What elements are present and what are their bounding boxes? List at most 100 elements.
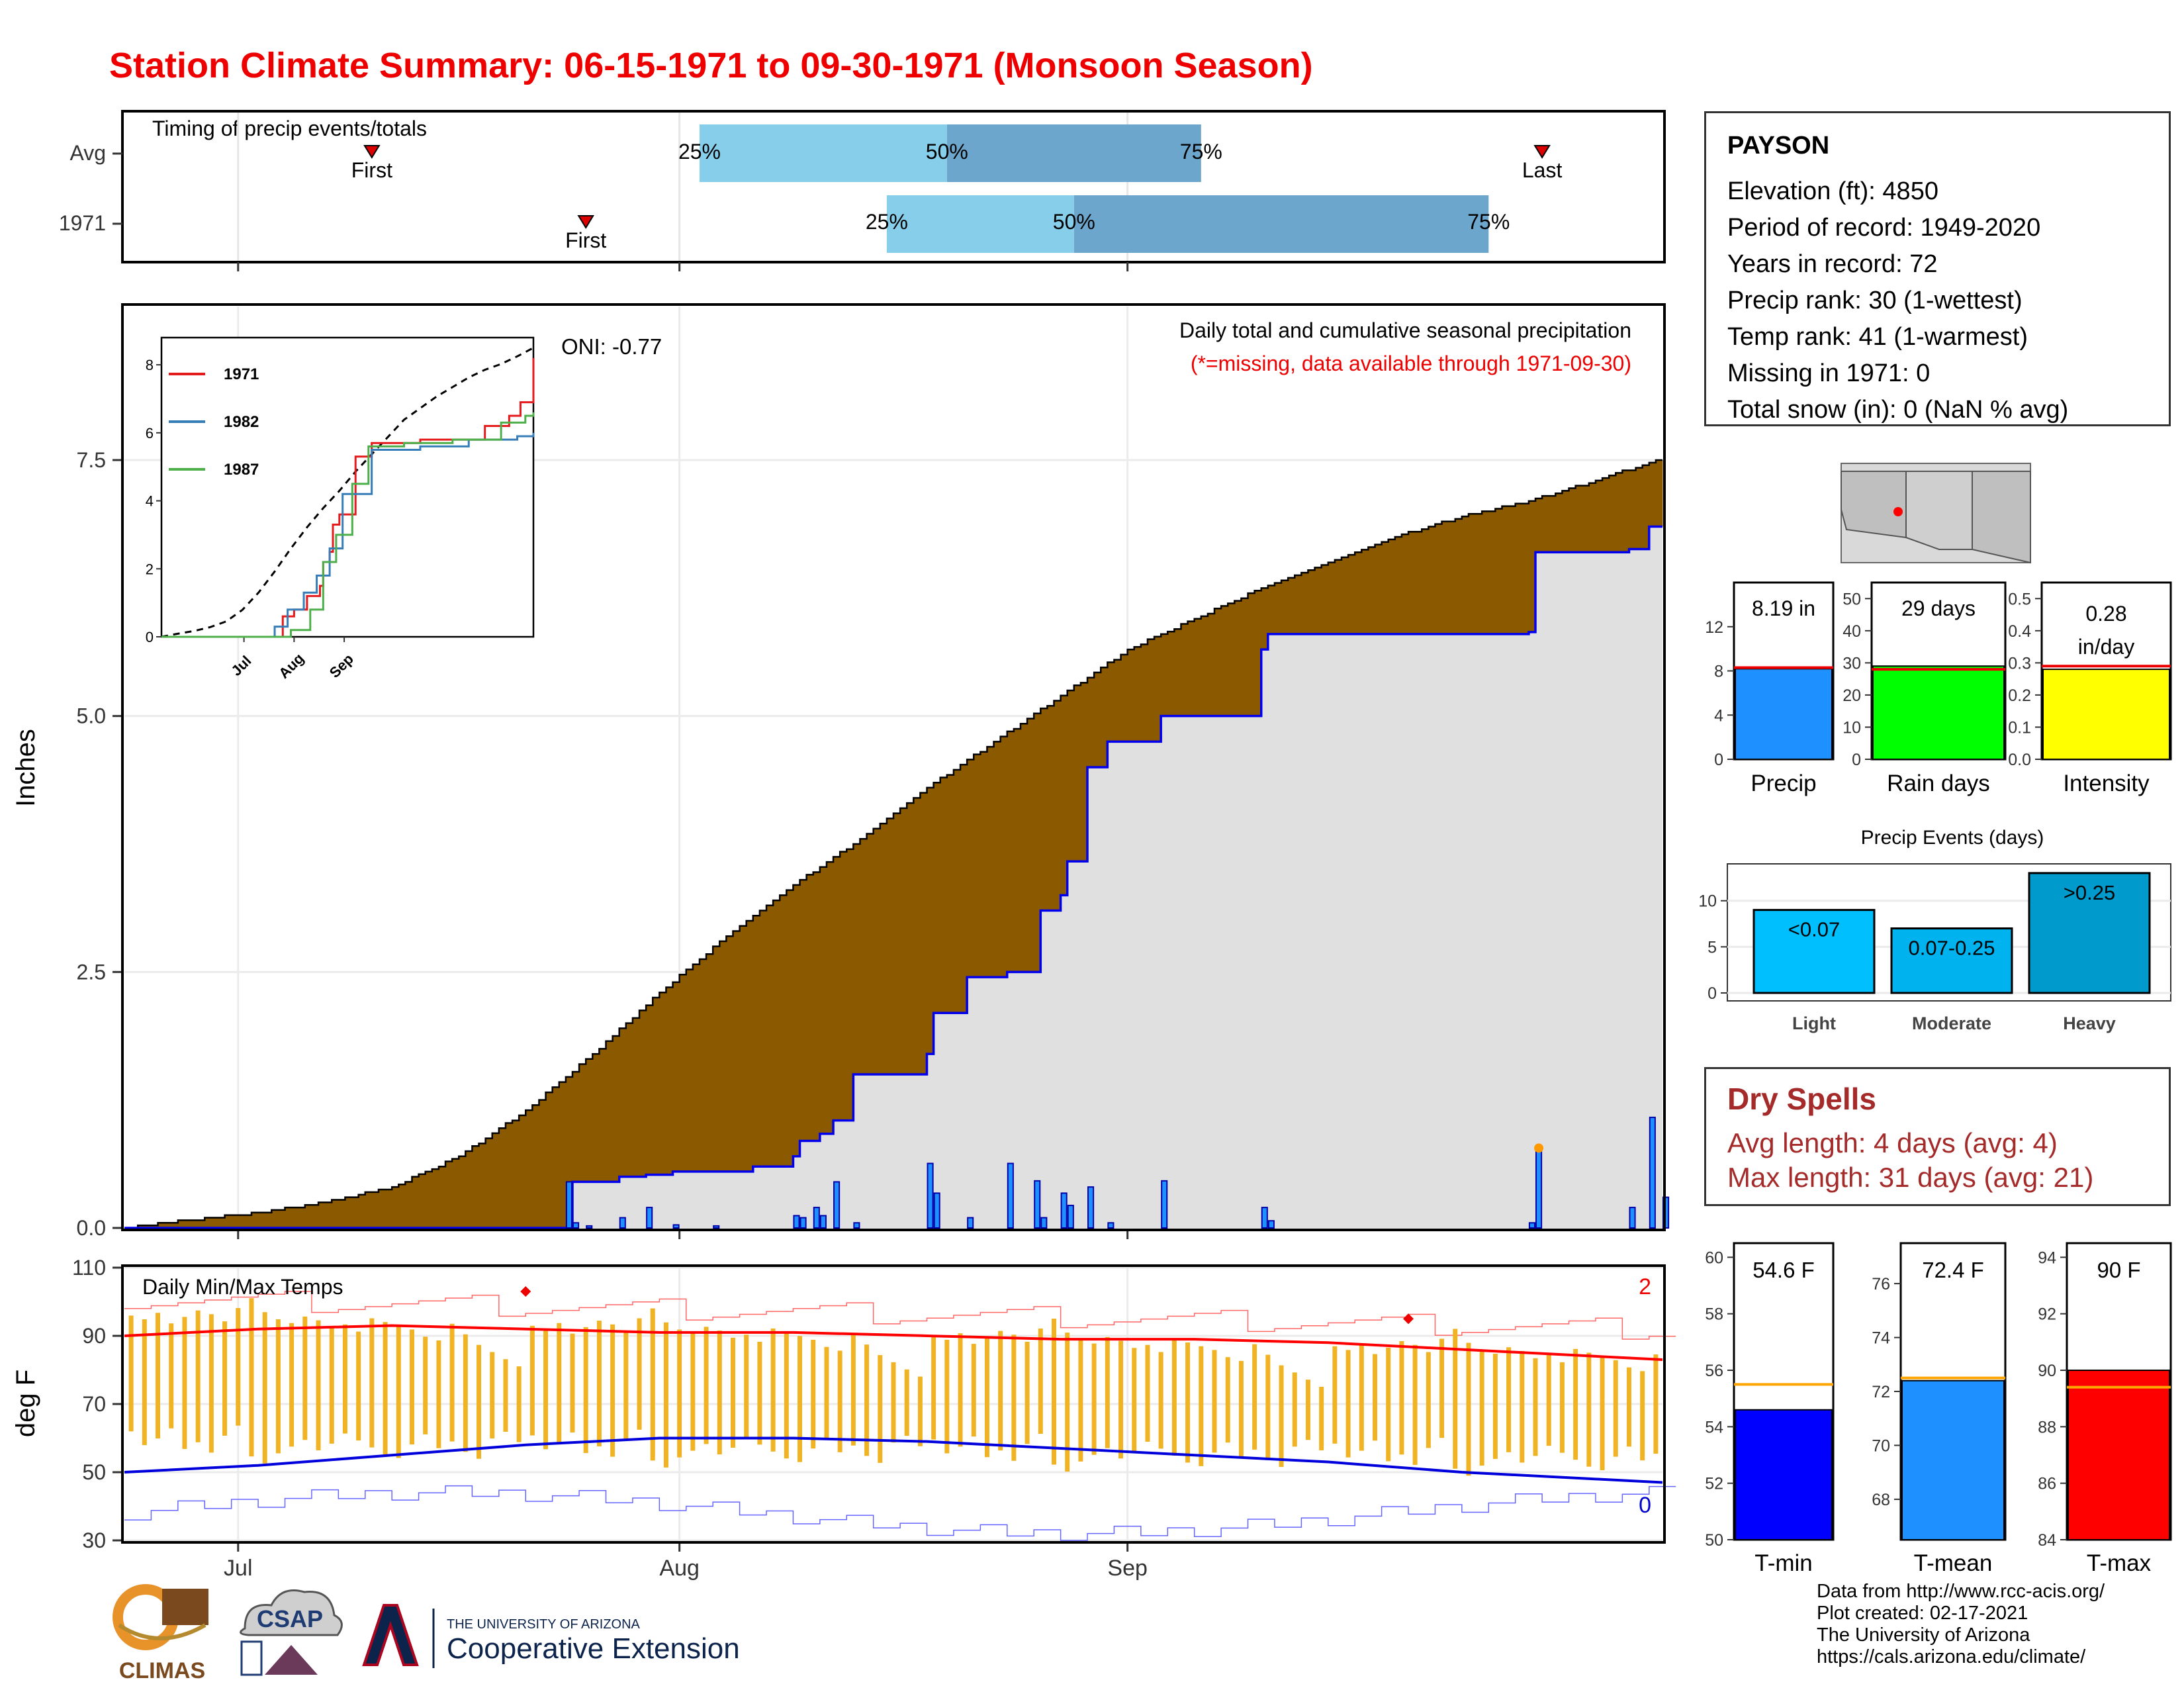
daily-temp-bar [1373, 1354, 1378, 1441]
temp-summary-tick-label: 54 [1705, 1418, 1723, 1436]
daily-temp-bar [596, 1321, 602, 1446]
precip-deficit-segment [532, 1105, 540, 1228]
daily-temp-bar [1038, 1328, 1043, 1434]
precip-deficit-segment [1381, 541, 1389, 634]
daily-temp-bar [891, 1362, 896, 1443]
events-bar-label: Heavy [2063, 1013, 2116, 1033]
precip-deficit-segment [1361, 549, 1369, 634]
precip-deficit-segment [586, 1058, 593, 1182]
precip-deficit-segment [632, 1017, 640, 1177]
precip-deficit-segment [398, 1184, 406, 1228]
events-tick-label: 10 [1698, 892, 1717, 911]
temp-summary-bar [2068, 1370, 2170, 1540]
temp-summary-tick-label: 90 [2038, 1362, 2056, 1380]
daily-temp-bar [917, 1376, 923, 1446]
daily-temp-bar [169, 1323, 174, 1429]
precip-deficit-segment [1334, 559, 1342, 634]
precip-deficit-segment [953, 769, 961, 1013]
precip-deficit-segment [1508, 506, 1516, 634]
precip-deficit-segment [184, 1220, 192, 1228]
stat-precip-rank: Precip rank: 30 (1-wettest) [1727, 287, 2023, 314]
precip-deficit-segment [1535, 498, 1543, 553]
daily-precip-bar [1267, 1220, 1275, 1229]
precip-deficit-segment [987, 747, 995, 978]
precip-deficit-segment [719, 941, 727, 1172]
daily-precip-bar [833, 1181, 841, 1229]
temp-summary-label: T-mean [1914, 1550, 1993, 1576]
daily-precip-bar [793, 1215, 800, 1229]
daily-temp-bar [342, 1324, 347, 1434]
dry-spells-box: Dry Spells Avg length: 4 days (avg: 4) M… [1704, 1067, 2171, 1206]
temp-chart: 30 50 70 90 110 Jul Aug Sep [72, 1256, 1676, 1581]
precip-deficit-segment [1622, 470, 1630, 553]
daily-precip-bar [1535, 1149, 1543, 1229]
record-high-marker [1403, 1313, 1414, 1325]
daily-temp-bar [784, 1332, 789, 1459]
precip-deficit-segment [1020, 724, 1028, 972]
precip-deficit-segment [365, 1192, 373, 1228]
daily-temp-bar [904, 1369, 909, 1436]
temp-summary-tick-label: 86 [2038, 1475, 2056, 1493]
daily-temp-bar [275, 1319, 281, 1454]
daily-temp-bar [864, 1344, 870, 1456]
daily-temp-bar [316, 1320, 321, 1450]
precip-deficit-segment [138, 1225, 145, 1228]
precip-deficit-segment [672, 982, 680, 1172]
daily-precip-bar [1040, 1217, 1048, 1229]
inset-y-tick-label: 2 [146, 561, 154, 577]
daily-precip-bar [565, 1181, 572, 1229]
inset-y-tick-label: 0 [146, 629, 154, 645]
precip-deficit-segment [907, 803, 914, 1074]
precip-deficit-segment [519, 1115, 526, 1228]
events-tick-label: 0 [1707, 984, 1717, 1003]
credits: Data from http://www.rcc-acis.org/ Plot … [1817, 1581, 2105, 1668]
timing-first-marker [577, 215, 594, 229]
daily-temp-bar [931, 1336, 936, 1440]
mini-bar-tick-label: 0.3 [2008, 654, 2031, 673]
svg-text:THE UNIVERSITY OF ARIZONA: THE UNIVERSITY OF ARIZONA [447, 1617, 641, 1632]
precip-deficit-segment [572, 1072, 580, 1182]
precip-deficit-segment [304, 1205, 312, 1228]
daily-precip-bar [619, 1217, 626, 1229]
daily-temp-bar [1265, 1354, 1271, 1460]
temp-summary-tick-label: 92 [2038, 1305, 2056, 1324]
daily-temp-bar [1426, 1352, 1431, 1448]
daily-temp-bar [142, 1319, 147, 1446]
daily-temp-bar [1492, 1354, 1498, 1459]
precip-deficit-segment [231, 1215, 239, 1228]
daily-precip-bar [672, 1224, 680, 1229]
daily-temp-bar [717, 1331, 722, 1455]
precip-deficit-segment [974, 754, 981, 978]
precip-deficit-segment [285, 1207, 293, 1228]
precip-panel-frame [121, 303, 1666, 1231]
page-title: Station Climate Summary: 06-15-1971 to 0… [109, 46, 1313, 85]
map-state-east [1972, 471, 2031, 564]
events-bar [1752, 909, 1876, 994]
daily-temp-bar [1105, 1336, 1110, 1448]
daily-temp-bar [1520, 1350, 1525, 1463]
credit-url: https://cals.arizona.edu/climate/ [1817, 1646, 2086, 1667]
map-state-west [1841, 471, 1907, 539]
timing-first-marker [363, 145, 381, 159]
daily-temp-bar [744, 1335, 749, 1438]
temp-summary-label: T-min [1754, 1550, 1813, 1576]
daily-temp-bar [1600, 1356, 1605, 1471]
precip-deficit-segment [692, 964, 700, 1172]
daily-temp-bar [730, 1337, 735, 1448]
precip-panel-title: Daily total and cumulative seasonal prec… [1179, 318, 1631, 342]
precip-deficit-segment [1555, 493, 1563, 553]
daily-temp-bar [1573, 1348, 1578, 1460]
daily-precip-bar [1007, 1162, 1014, 1229]
precip-deficit-segment [345, 1197, 353, 1228]
daily-precip-bar [1107, 1222, 1115, 1229]
mini-bar-label: Intensity [2063, 771, 2150, 796]
precip-deficit-segment [1047, 706, 1055, 911]
precip-deficit-segment [1187, 621, 1195, 716]
inset-legend-label: 1982 [224, 413, 259, 431]
daily-temp-bar [449, 1323, 455, 1442]
precip-deficit-segment [1154, 636, 1161, 742]
precip-deficit-segment [1569, 488, 1576, 553]
daily-temp-bar [369, 1318, 375, 1448]
precip-deficit-segment [485, 1138, 493, 1228]
precip-deficit-segment [733, 931, 741, 1172]
